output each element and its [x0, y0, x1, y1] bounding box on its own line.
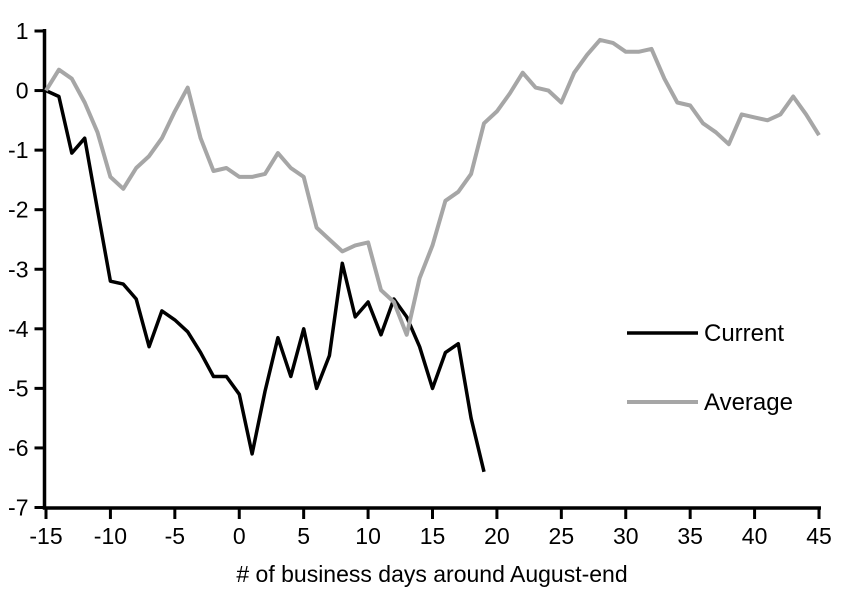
x-tick-label: 15 [420, 523, 446, 549]
x-axis-ticks: -15 -10 -5 0 5 10 15 20 25 30 35 40 45 [29, 508, 832, 549]
x-tick-label: 0 [233, 523, 246, 549]
x-tick-label: -10 [94, 523, 127, 549]
x-tick-label: -15 [29, 523, 62, 549]
legend-label-average: Average [704, 389, 793, 416]
y-tick-label: -7 [8, 495, 28, 521]
legend-label-current: Current [704, 320, 784, 347]
y-tick-label: -6 [8, 435, 28, 461]
x-tick-label: 30 [613, 523, 639, 549]
y-tick-label: -3 [8, 256, 28, 282]
y-tick-label: -5 [8, 375, 28, 401]
x-tick-label: 20 [484, 523, 510, 549]
y-axis-ticks: 1 0 -1 -2 -3 -4 -5 -6 -7 [8, 18, 45, 521]
x-axis-title: # of business days around August-end [236, 561, 627, 587]
x-tick-label: 40 [742, 523, 768, 549]
legend: Current Average [627, 320, 793, 416]
y-tick-label: -4 [8, 316, 29, 342]
current-line-series [45, 89, 486, 473]
x-tick-label: -5 [165, 523, 185, 549]
y-tick-label: -2 [8, 197, 28, 223]
series-layer [44, 37, 821, 473]
y-tick-label: -1 [8, 137, 28, 163]
x-tick-label: 25 [549, 523, 575, 549]
average-line-series [44, 37, 821, 337]
x-tick-label: 10 [355, 523, 381, 549]
y-tick-label: 0 [16, 78, 29, 104]
x-tick-label: 5 [297, 523, 310, 549]
x-tick-label: 45 [806, 523, 832, 549]
y-tick-label: 1 [16, 18, 29, 44]
x-tick-label: 35 [677, 523, 703, 549]
